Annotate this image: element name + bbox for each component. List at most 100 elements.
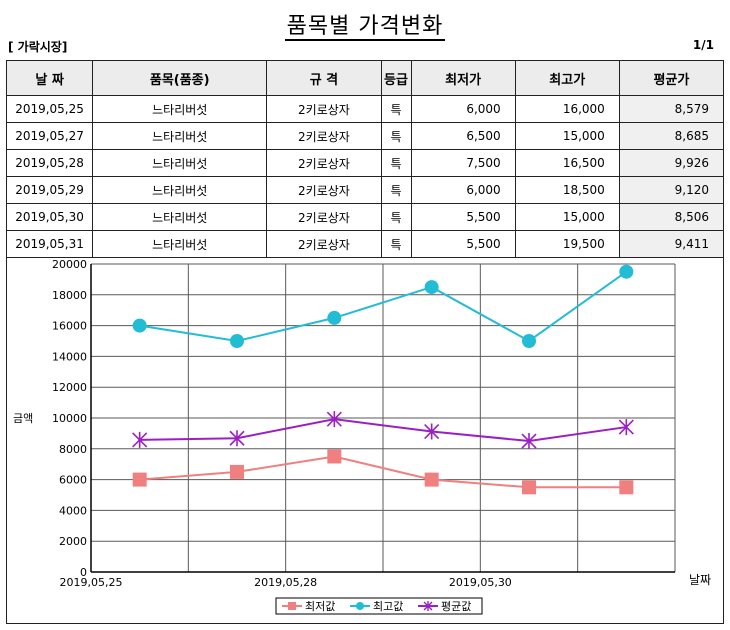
page-title-text: 품목별 가격변화	[284, 14, 446, 41]
cell-max-price: 19,500	[514, 230, 620, 258]
y-tick-label: 14000	[52, 350, 87, 363]
data-point	[424, 280, 439, 295]
cell-grade: 특	[380, 203, 412, 231]
data-point	[424, 423, 440, 440]
legend-box	[275, 597, 483, 615]
cell-grade: 특	[380, 176, 412, 204]
chart-panel: 0 2000 4000 6000 8000 10000 12000 14000 16000 180…	[6, 256, 724, 624]
legend-label: 최고값	[373, 600, 403, 613]
legend-label: 최저값	[305, 600, 335, 613]
cell-avg-price: 8,579	[618, 95, 725, 123]
data-point	[132, 318, 147, 333]
table-row: 2019,05,29 느타리버섯 2키로상자 특 6,000 18,500 9,…	[5, 176, 725, 204]
cell-item: 느타리버섯	[92, 176, 268, 204]
table-row: 2019,05,30 느타리버섯 2키로상자 특 5,500 15,000 8,…	[5, 203, 725, 231]
table-row: 2019,05,31 느타리버섯 2키로상자 특 5,500 19,500 9,…	[5, 230, 725, 258]
cell-grade: 특	[380, 149, 412, 177]
cell-date: 2019,05,31	[5, 230, 94, 258]
cell-date: 2019,05,30	[5, 203, 94, 231]
cell-min-price: 5,500	[410, 230, 516, 258]
cell-spec: 2키로상자	[266, 122, 382, 150]
cell-date: 2019,05,27	[5, 122, 94, 150]
price-line-chart: 0 2000 4000 6000 8000 10000 12000 14000 16000 180…	[13, 258, 711, 615]
cell-avg-price: 9,926	[618, 149, 725, 177]
cell-item: 느타리버섯	[92, 149, 268, 177]
legend-marker	[423, 601, 433, 611]
cell-item: 느타리버섯	[92, 230, 268, 258]
cell-grade: 특	[380, 122, 412, 150]
cell-avg-price: 9,411	[618, 230, 725, 258]
cell-spec: 2키로상자	[266, 176, 382, 204]
cell-item: 느타리버섯	[92, 122, 268, 150]
column-header: 평균가	[618, 60, 725, 96]
cell-avg-price: 9,120	[618, 176, 725, 204]
y-tick-label: 16000	[52, 320, 87, 333]
table-header-row: 날 짜 품목(품종) 규 격 등급 최저가 최고가 평균가	[5, 60, 725, 96]
data-point	[619, 264, 634, 279]
cell-min-price: 6,000	[410, 95, 516, 123]
cell-spec: 2키로상자	[266, 149, 382, 177]
y-tick-label: 2000	[59, 535, 87, 548]
data-point	[132, 472, 147, 487]
series-line-1	[139, 455, 627, 489]
y-tick-label: 8000	[59, 443, 87, 456]
data-point	[618, 419, 634, 436]
y-tick-label: 6000	[59, 474, 87, 487]
column-header: 날 짜	[5, 60, 94, 96]
cell-max-price: 16,500	[514, 149, 620, 177]
column-header: 규 격	[266, 60, 382, 96]
data-point	[326, 411, 342, 428]
series-line-3	[139, 418, 627, 443]
table-row: 2019,05,27 느타리버섯 2키로상자 특 6,500 15,000 8,…	[5, 122, 725, 150]
cell-date: 2019,05,25	[5, 95, 94, 123]
cell-max-price: 16,000	[514, 95, 620, 123]
cell-grade: 특	[380, 230, 412, 258]
data-point	[619, 480, 634, 495]
series-line-2	[139, 270, 627, 343]
data-point	[230, 464, 244, 479]
cell-date: 2019,05,28	[5, 149, 94, 177]
cell-date: 2019,05,29	[5, 176, 94, 204]
x-tick-label: 2019,05,30	[449, 576, 512, 589]
page-title: 품목별 가격변화	[0, 8, 730, 41]
y-tick-label: 10000	[52, 412, 87, 425]
cell-max-price: 18,500	[514, 176, 620, 204]
cell-spec: 2키로상자	[266, 95, 382, 123]
cell-item: 느타리버섯	[92, 95, 268, 123]
cell-max-price: 15,000	[514, 122, 620, 150]
y-tick-label: 18000	[52, 289, 87, 302]
column-header: 최저가	[410, 60, 516, 96]
legend-marker	[356, 602, 364, 610]
data-point	[132, 431, 148, 448]
legend-label: 평균값	[441, 600, 471, 613]
cell-min-price: 7,500	[410, 149, 516, 177]
cell-avg-price: 8,685	[618, 122, 725, 150]
page-indicator: 1/1	[692, 38, 714, 52]
table-row: 2019,05,25 느타리버섯 2키로상자 특 6,000 16,000 8,…	[5, 95, 725, 123]
cell-max-price: 15,000	[514, 203, 620, 231]
x-tick-label: 2019,05,25	[60, 576, 123, 589]
data-point	[230, 334, 244, 348]
y-tick-label: 12000	[52, 381, 87, 394]
y-tick-label: 0	[80, 566, 87, 579]
y-tick-label: 20000	[52, 258, 87, 271]
x-axis-label: 날짜	[689, 573, 711, 587]
table-row: 2019,05,28 느타리버섯 2키로상자 특 7,500 16,500 9,…	[5, 149, 725, 177]
x-tick-label: 2019,05,28	[254, 576, 317, 589]
price-table: 날 짜 품목(품종) 규 격 등급 최저가 최고가 평균가 2019,05,25…	[5, 60, 725, 258]
data-point	[424, 472, 439, 487]
column-header: 등급	[380, 60, 412, 96]
cell-min-price: 6,500	[410, 122, 516, 150]
cell-min-price: 6,000	[410, 176, 516, 204]
y-tick-label: 4000	[59, 504, 87, 517]
data-point	[522, 480, 536, 495]
market-label: [ 가락시장]	[8, 40, 68, 54]
cell-spec: 2키로상자	[266, 230, 382, 258]
cell-item: 느타리버섯	[92, 203, 268, 231]
data-point	[327, 310, 342, 325]
y-axis-label: 금액	[13, 412, 33, 425]
data-point	[521, 433, 537, 450]
cell-avg-price: 8,506	[618, 203, 725, 231]
column-header: 품목(품종)	[92, 60, 268, 96]
legend-marker	[288, 602, 296, 610]
